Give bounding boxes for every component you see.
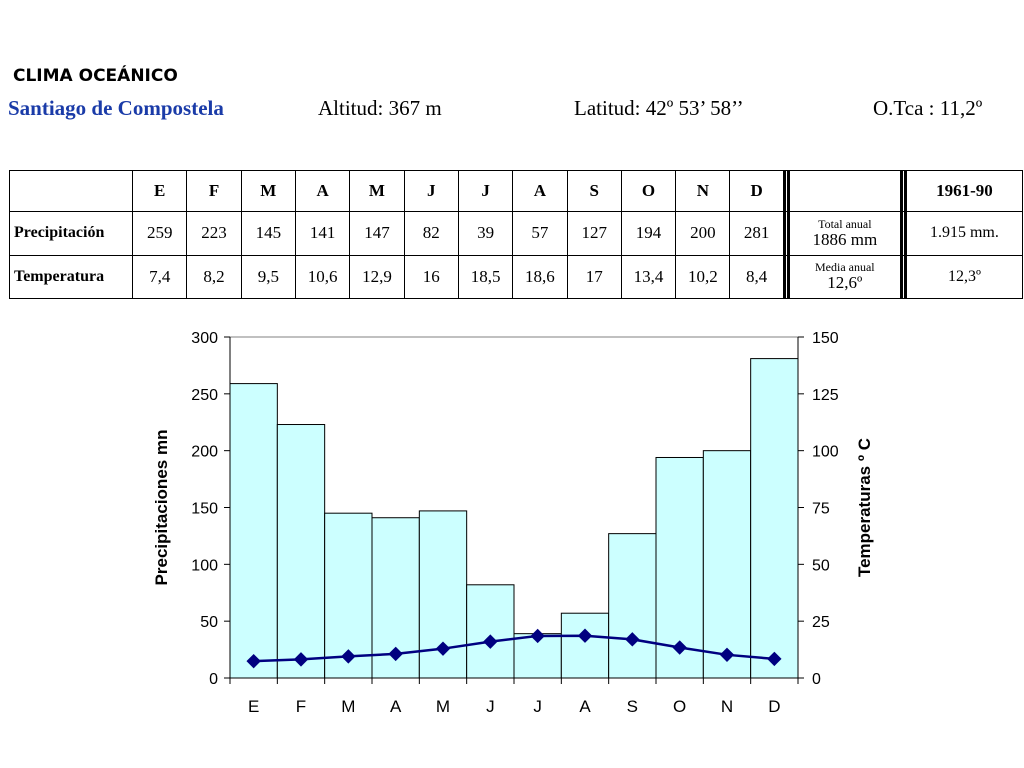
- month-header-cell: E: [132, 169, 188, 213]
- temp-marker: [719, 647, 735, 663]
- precip-cell: 141: [294, 211, 351, 256]
- precip-bar: [229, 383, 278, 679]
- precip-cell: 259: [132, 211, 188, 256]
- precip-bar: [466, 584, 515, 679]
- precip-cell: 200: [675, 211, 731, 256]
- temp-cell: 7,4: [132, 254, 188, 300]
- total-annual-label: Total anual: [818, 216, 872, 231]
- temp-cell: 18,5: [457, 254, 514, 300]
- temp-marker: [483, 634, 498, 649]
- temp-cell: 10,2: [675, 254, 731, 300]
- x-tick-label: J: [533, 697, 542, 716]
- temp-marker: [625, 632, 640, 647]
- month-header-cell: F: [186, 169, 242, 213]
- temp-marker: [341, 649, 356, 664]
- temp-cell: 17: [566, 254, 622, 300]
- right-tick-label: 25: [812, 614, 830, 631]
- mean-annual-label: Media anual: [814, 260, 875, 275]
- precip-row-label: Precipitación: [8, 211, 134, 256]
- month-header-cell: M: [349, 169, 405, 213]
- precip-cell: 194: [620, 211, 677, 256]
- month-header-cell: O: [620, 169, 677, 213]
- temp-cell: 12,9: [349, 254, 405, 300]
- right-tick-label: 100: [812, 444, 839, 461]
- precip-cell: 281: [729, 211, 785, 256]
- precip-bar: [702, 450, 752, 679]
- temp-line: [253, 634, 775, 663]
- temp-marker: [672, 640, 687, 655]
- altitude-text: Altitud: 367 m: [318, 96, 442, 120]
- temp-marker: [293, 652, 309, 667]
- thermal-oscillation-text: O.Tca : 11,2º: [873, 96, 983, 120]
- left-tick-label: 150: [191, 501, 218, 518]
- right-tick-label: 75: [812, 501, 830, 518]
- precip-cell: 127: [566, 211, 622, 256]
- right-axis-title: Temperaturas º C: [855, 438, 874, 577]
- table-gap-cell: [782, 254, 790, 300]
- reference-total-cell: 1.915 mm.: [904, 211, 1024, 256]
- precip-bar: [608, 533, 657, 679]
- mean-annual-value: 12,6º: [827, 273, 863, 293]
- right-tick-label: 150: [812, 330, 839, 347]
- x-tick-label: N: [721, 697, 733, 716]
- month-header-cell: D: [729, 169, 785, 213]
- month-header-cell: N: [675, 169, 731, 213]
- x-tick-label: F: [296, 697, 306, 716]
- x-tick-label: A: [390, 697, 402, 716]
- left-tick-label: 0: [209, 671, 218, 688]
- temp-marker: [435, 641, 451, 656]
- left-tick-label: 50: [200, 614, 218, 631]
- x-tick-label: A: [579, 697, 591, 716]
- temp-cell: 13,4: [620, 254, 677, 300]
- left-tick-label: 100: [191, 557, 218, 574]
- temp-marker: [577, 628, 593, 643]
- right-tick-label: 0: [812, 671, 821, 688]
- x-tick-label: J: [486, 697, 495, 716]
- x-tick-label: M: [341, 697, 355, 716]
- precip-bar: [750, 358, 799, 679]
- month-header-cell: A: [512, 169, 568, 213]
- city-name: Santiago de Compostela: [8, 96, 224, 120]
- total-annual-value: 1886 mm: [812, 229, 878, 249]
- climate-table: E F M A M J J A S O N D 1961-90 Precipitación 259 223…: [8, 169, 1024, 300]
- x-tick-label: O: [673, 697, 686, 716]
- left-axis-title: Precipitaciones mn: [152, 430, 171, 586]
- latitude-text: Latitud: 42º 53’ 58’’: [574, 96, 744, 120]
- precip-cell: 223: [186, 211, 242, 256]
- temp-marker: [388, 646, 403, 662]
- precip-bar: [276, 424, 326, 679]
- temp-cell: 8,4: [729, 254, 785, 300]
- temp-marker: [530, 628, 545, 644]
- month-header-cell: A: [294, 169, 351, 213]
- temp-cell: 18,6: [512, 254, 568, 300]
- left-tick-label: 200: [191, 444, 218, 461]
- temp-cell: 10,6: [294, 254, 351, 300]
- x-tick-label: E: [248, 697, 259, 716]
- temp-marker: [246, 653, 261, 669]
- precip-cell: 39: [457, 211, 514, 256]
- table-corner-cell: [8, 169, 134, 213]
- precip-bar: [560, 612, 610, 679]
- climate-type-heading: CLIMA OCEÁNICO: [13, 66, 178, 86]
- table-header-row: E F M A M J J A S O N D 1961-90: [8, 169, 1024, 213]
- left-tick-label: 250: [191, 387, 218, 404]
- x-tick-label: S: [627, 697, 638, 716]
- temp-marker: [767, 651, 782, 667]
- summary-header-cell: [787, 169, 902, 213]
- left-tick-label: 300: [191, 330, 218, 347]
- table-gap-cell: [899, 254, 907, 300]
- month-header-cell: M: [240, 169, 296, 213]
- temp-row-label: Temperatura: [8, 254, 134, 300]
- precip-row: Precipitación 259 223 145 141 147 82 39 57 127 19…: [8, 211, 1024, 256]
- x-tick-label: D: [768, 697, 780, 716]
- right-tick-label: 50: [812, 557, 830, 574]
- temp-cell: 8,2: [186, 254, 242, 300]
- reference-mean-cell: 12,3º: [904, 254, 1024, 300]
- right-tick-label: 125: [812, 387, 839, 404]
- precip-cell: 147: [349, 211, 405, 256]
- temp-cell: 9,5: [240, 254, 296, 300]
- temp-row: Temperatura 7,4 8,2 9,5 10,6 12,9 16 18,5 18,6 1…: [8, 254, 1024, 300]
- x-tick-label: M: [436, 697, 450, 716]
